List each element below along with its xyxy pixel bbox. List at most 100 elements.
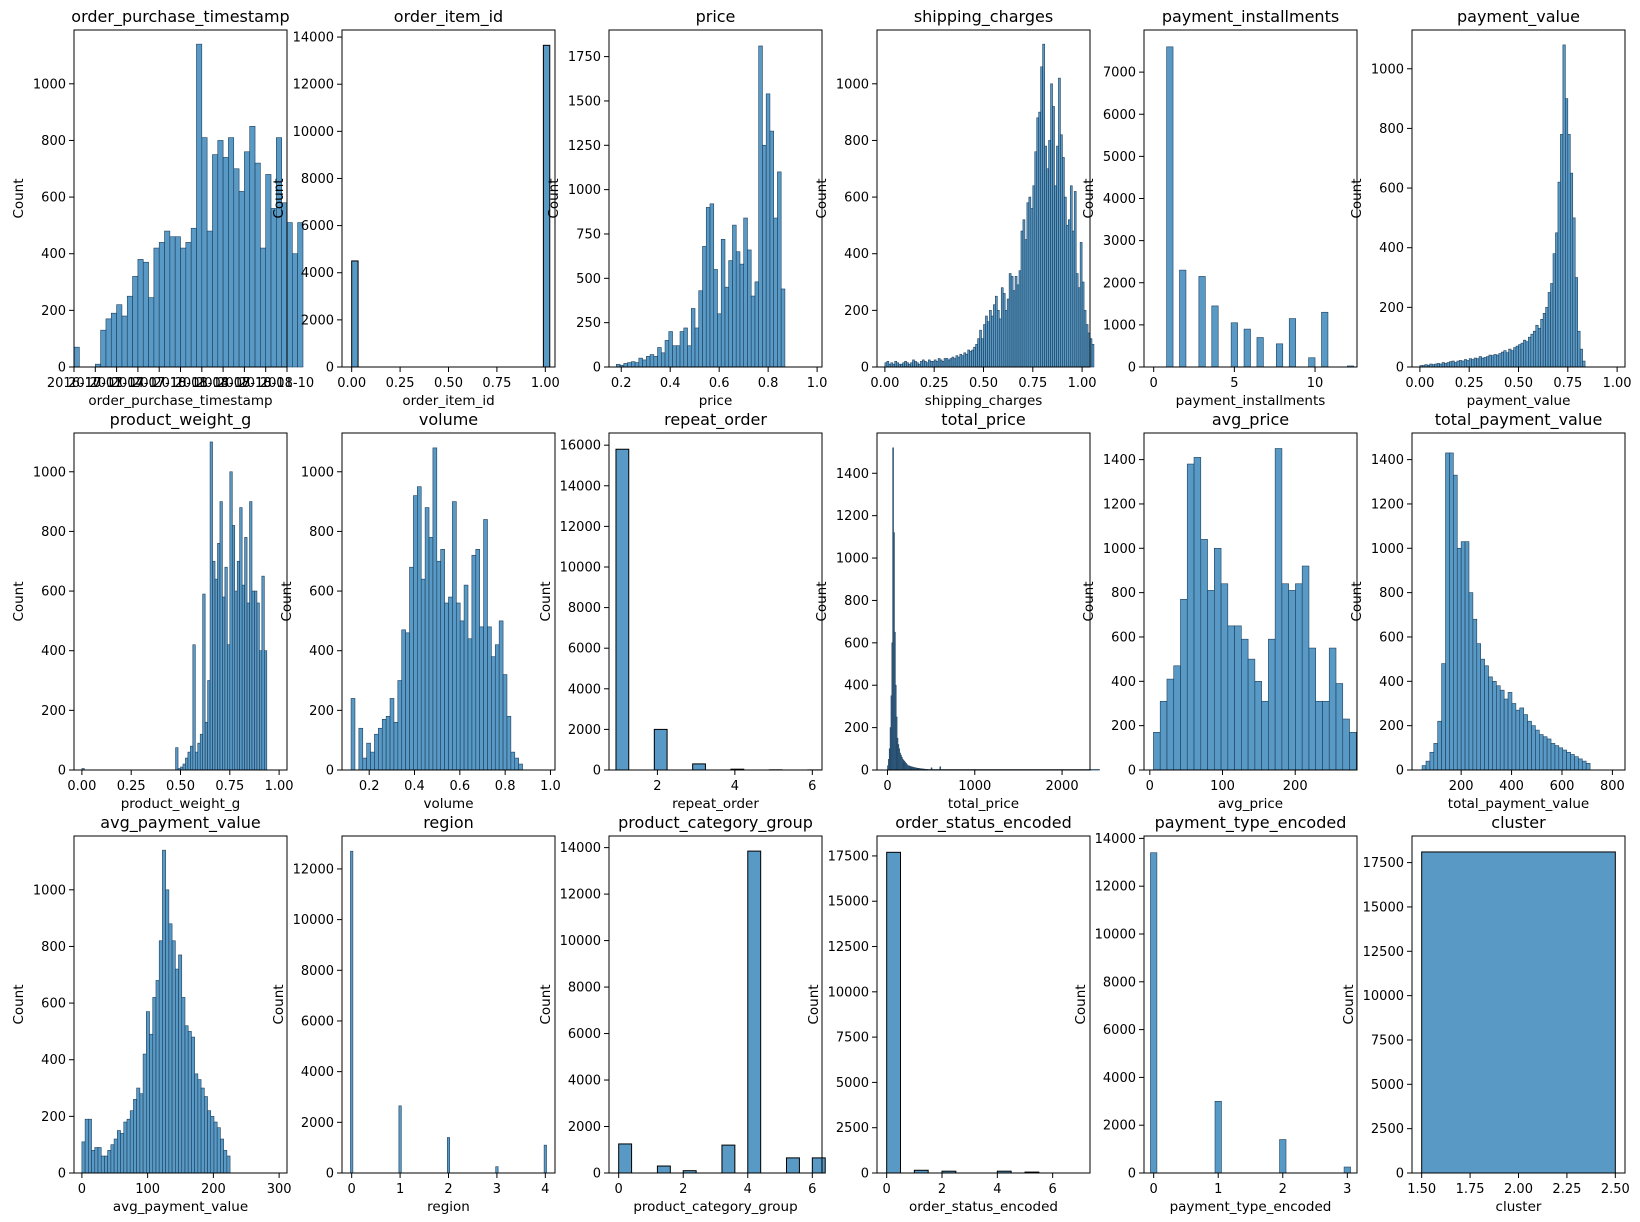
histogram-bar bbox=[116, 304, 123, 368]
histogram-bar bbox=[199, 733, 203, 771]
histogram-bar bbox=[362, 757, 367, 771]
histogram-bar bbox=[739, 263, 745, 368]
histogram-bar bbox=[148, 297, 155, 368]
histogram-bar bbox=[126, 1118, 131, 1174]
x-tick-label: 2 bbox=[1279, 1182, 1287, 1197]
histogram-bar bbox=[420, 578, 426, 771]
x-axis-label: avg_payment_value bbox=[113, 1199, 248, 1215]
y-tick-label: 12500 bbox=[1363, 945, 1404, 960]
y-tick-label: 6000 bbox=[568, 642, 601, 657]
chart-title: order_purchase_timestamp bbox=[71, 7, 289, 27]
histogram-bar bbox=[518, 763, 523, 771]
y-tick-label: 400 bbox=[41, 644, 66, 659]
chart-title: volume bbox=[419, 410, 478, 429]
histogram-bar bbox=[204, 721, 208, 771]
x-tick-label: 0 bbox=[1150, 1182, 1158, 1197]
x-tick-label: 2017-04 bbox=[89, 376, 143, 391]
histogram-bar bbox=[1481, 357, 1485, 368]
histogram-bar bbox=[743, 217, 748, 368]
histogram-bar bbox=[217, 543, 221, 771]
chart-title: payment_value bbox=[1457, 7, 1580, 27]
histogram-bar bbox=[197, 742, 201, 771]
y-tick-label: 15000 bbox=[828, 895, 869, 910]
y-tick-label: 2000 bbox=[1103, 1119, 1136, 1134]
histogram-bar bbox=[1566, 751, 1571, 771]
histogram-bar bbox=[1523, 339, 1527, 368]
histogram-bar bbox=[1581, 760, 1587, 771]
histogram-bar bbox=[1488, 354, 1492, 368]
histogram-bar bbox=[1468, 358, 1472, 368]
x-tick-label: 1 bbox=[1214, 1182, 1222, 1197]
histogram-bar bbox=[672, 345, 677, 368]
y-axis-label: Count bbox=[11, 984, 27, 1024]
histogram-bar bbox=[1550, 743, 1556, 771]
bars bbox=[884, 43, 1095, 368]
histogram-bar bbox=[664, 340, 670, 368]
histogram-bar bbox=[91, 1150, 96, 1174]
histogram-bar bbox=[732, 224, 737, 368]
histogram-bar bbox=[1315, 700, 1323, 771]
x-tick-label: 2018-01 bbox=[153, 376, 207, 391]
histogram-bar bbox=[1565, 98, 1569, 368]
x-tick-label: 2 bbox=[679, 1182, 687, 1197]
x-tick-label: 0.25 bbox=[920, 376, 949, 391]
x-tick-label: 0 bbox=[883, 1182, 891, 1197]
histogram-bar bbox=[164, 230, 171, 368]
x-tick-label: 0.75 bbox=[215, 779, 244, 794]
histogram-bar bbox=[191, 1036, 195, 1174]
histogram-bar bbox=[1322, 700, 1330, 771]
histogram-bar bbox=[187, 751, 191, 771]
y-tick-label: 1000 bbox=[1103, 318, 1136, 333]
histogram-bar bbox=[136, 1087, 141, 1174]
y-axis-label: Count bbox=[1081, 581, 1097, 621]
y-axis-label: Count bbox=[271, 984, 287, 1024]
histogram-bar bbox=[1491, 355, 1495, 368]
histogram-bar bbox=[178, 954, 183, 1174]
y-tick-label: 800 bbox=[844, 134, 869, 149]
x-tick-label: 0.2 bbox=[359, 779, 380, 794]
histogram-bar bbox=[286, 222, 293, 368]
x-tick-label: 0.50 bbox=[969, 376, 998, 391]
histogram-bar bbox=[254, 590, 258, 771]
histogram-bar bbox=[1022, 219, 1026, 368]
chart-product-weight-g: 0.00 0.25 0.50 0.75 1.00 0 200 400 600 800 1000 pro… bbox=[11, 410, 293, 812]
x-tick-label: 2.50 bbox=[1601, 1182, 1630, 1197]
histogram-bar bbox=[728, 260, 733, 368]
y-tick-label: 6000 bbox=[568, 1027, 601, 1042]
x-tick-label: 0.50 bbox=[166, 779, 195, 794]
x-tick-label: 4 bbox=[993, 1182, 1001, 1197]
histogram-bar bbox=[1441, 663, 1446, 771]
y-tick-label: 250 bbox=[576, 316, 601, 331]
histogram-bar bbox=[398, 1105, 402, 1174]
histogram-bar bbox=[1483, 357, 1487, 368]
histogram-bar bbox=[1505, 352, 1509, 368]
histogram-bar bbox=[1550, 283, 1554, 368]
y-tick-label: 5000 bbox=[1103, 150, 1136, 165]
histogram-bar bbox=[249, 125, 256, 368]
x-tick-label: 6 bbox=[808, 1182, 816, 1197]
y-tick-label: 1200 bbox=[836, 509, 869, 524]
x-tick-label: 200 bbox=[1283, 779, 1308, 794]
chart-title: order_item_id bbox=[394, 7, 503, 27]
y-tick-label: 400 bbox=[844, 679, 869, 694]
histogram-bar bbox=[276, 137, 282, 368]
histogram-bar bbox=[811, 1157, 826, 1174]
histogram-bar bbox=[452, 501, 457, 771]
histogram-bar bbox=[638, 357, 643, 368]
histogram-bar bbox=[1153, 732, 1161, 771]
histogram-bar bbox=[246, 602, 250, 771]
x-tick-label: 0.4 bbox=[404, 779, 425, 794]
x-tick-label: 2018-07 bbox=[196, 376, 250, 391]
histogram-bar bbox=[97, 1147, 102, 1174]
histogram-bar bbox=[432, 447, 438, 771]
y-tick-label: 12000 bbox=[1095, 880, 1136, 895]
histogram-bar bbox=[1308, 647, 1317, 771]
y-tick-label: 0 bbox=[1396, 764, 1404, 779]
histogram-bar bbox=[1476, 643, 1481, 771]
histogram-bar bbox=[495, 1166, 499, 1174]
histogram-bar bbox=[675, 345, 681, 368]
histogram-bar bbox=[780, 288, 786, 368]
histogram-bar bbox=[350, 698, 356, 771]
y-tick-label: 8000 bbox=[301, 172, 334, 187]
bars bbox=[886, 851, 1040, 1174]
